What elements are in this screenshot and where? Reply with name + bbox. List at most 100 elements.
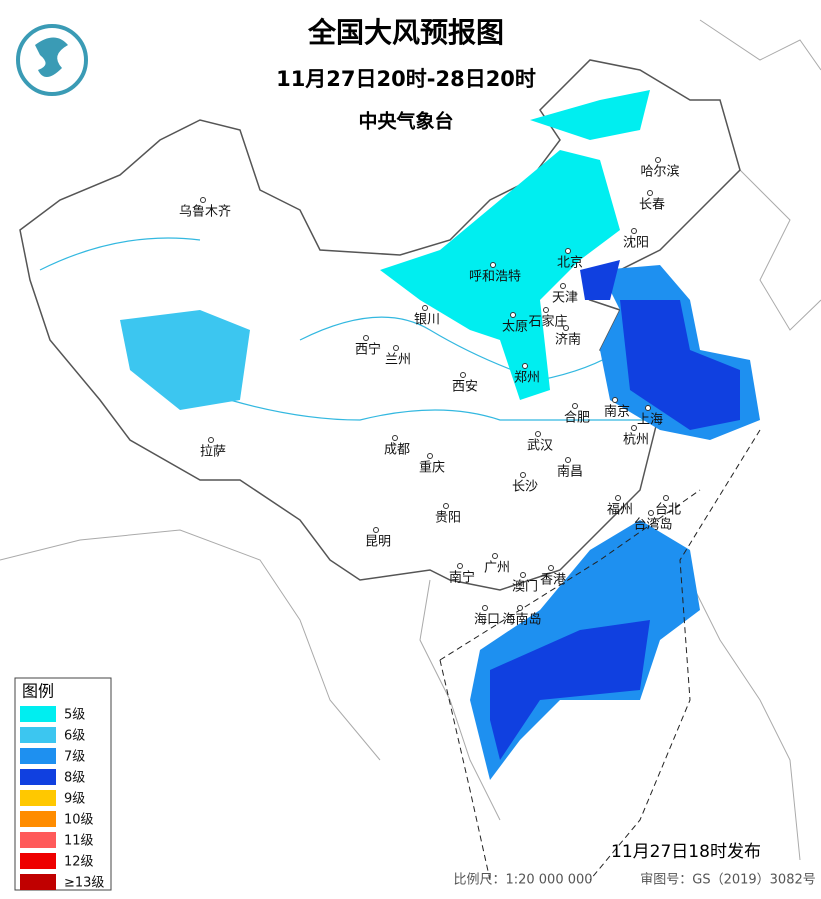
logo-mark (35, 37, 68, 78)
city-label: 南京 (604, 404, 630, 420)
city-label: 贵阳 (435, 511, 461, 526)
city-label: 天津 (552, 291, 578, 306)
city-dot (612, 397, 618, 403)
city-dot (373, 527, 379, 533)
city-dot (393, 345, 399, 351)
legend-label: 7级 (64, 750, 85, 765)
city-dot (460, 372, 466, 378)
city-dot (392, 435, 398, 441)
wind-area (380, 150, 620, 400)
wind-area (530, 90, 650, 140)
neighbour-borders (0, 19, 821, 861)
city-dot (363, 335, 369, 341)
forecast-period: 11月27日20时-28日20时 (276, 67, 536, 91)
scale: 比例尺：1:20 000 000 (453, 873, 592, 888)
legend-title: 图例 (22, 682, 54, 701)
city-label: 拉萨 (200, 445, 226, 460)
legend: 图例 5级 6级 7级 8级 9级 10级 11级 12级 ≥13级 (14, 677, 112, 891)
city-label: 兰州 (385, 353, 411, 368)
city-label: 呼和浩特 (469, 270, 521, 285)
legend-swatch (20, 706, 56, 722)
city-label: 成都 (384, 443, 410, 458)
city-label: 石家庄 (528, 314, 567, 330)
city-label: 西安 (452, 380, 478, 395)
city-dot (492, 553, 498, 559)
city-dot (200, 197, 206, 203)
legend-label: 8级 (64, 771, 85, 786)
legend-swatch (20, 790, 56, 806)
city-dot (565, 457, 571, 463)
city-label: 合肥 (564, 411, 590, 426)
sea-boundaries (439, 429, 761, 881)
legend-swatch (20, 853, 56, 869)
map-title: 全国大风预报图 (307, 16, 504, 49)
city-label: 重庆 (419, 460, 445, 476)
city-label: 杭州 (623, 433, 649, 448)
city-label: 海南岛 (502, 612, 541, 628)
city-dot (482, 605, 488, 611)
legend-label: 9级 (64, 792, 85, 807)
city-dot (422, 305, 428, 311)
city-label: 长春 (639, 198, 665, 213)
city-label: 武汉 (527, 439, 553, 454)
city-dot (517, 605, 523, 611)
city-dot (615, 495, 621, 501)
city-dot (548, 565, 554, 571)
city-dot (655, 157, 661, 163)
issue-time: 11月27日18时发布 (611, 842, 761, 862)
wind-areas (120, 90, 760, 780)
city-label: 西宁 (355, 342, 381, 358)
city-dot (563, 325, 569, 331)
city-label: 北京 (557, 256, 583, 271)
city-label: 香港 (540, 573, 566, 588)
city-dot (520, 572, 526, 578)
city-label: 台湾岛 (633, 517, 672, 533)
city-label: 上海 (637, 413, 663, 428)
city-dot (572, 403, 578, 409)
city-label: 太原 (502, 320, 528, 335)
legend-swatch (20, 769, 56, 785)
city-dot (648, 510, 654, 516)
issuer: 中央气象台 (358, 110, 453, 133)
city-dot (510, 312, 516, 318)
city-label: 福州 (607, 503, 633, 518)
map-number: 审图号：GS（2019）3082号 (640, 873, 816, 888)
wind-area (490, 620, 650, 760)
city-label: 济南 (555, 332, 581, 348)
city-label: 昆明 (365, 535, 391, 550)
city-dot (565, 248, 571, 254)
city-dot (490, 262, 496, 268)
city-dot (543, 307, 549, 313)
legend-label: 6级 (64, 729, 85, 744)
legend-swatch (20, 832, 56, 848)
city-dot (645, 405, 651, 411)
city-label: 郑州 (514, 371, 540, 386)
city-label: 哈尔滨 (640, 164, 679, 180)
city-dot (208, 437, 214, 443)
rivers (39, 237, 650, 421)
city-dot (522, 363, 528, 369)
legend-label: 10级 (64, 813, 94, 828)
city-label: 南宁 (449, 570, 475, 586)
city-dot (520, 472, 526, 478)
city-dot (631, 228, 637, 234)
city-dot (560, 283, 566, 289)
legend-label: 11级 (64, 834, 94, 849)
city-label: 银川 (414, 313, 440, 328)
wind-area (120, 310, 250, 410)
legend-swatch (20, 748, 56, 764)
city-dot (457, 563, 463, 569)
city-label: 南昌 (557, 464, 583, 480)
city-label: 广州 (484, 561, 510, 576)
legend-swatch (20, 727, 56, 743)
wind-area (580, 260, 620, 300)
city-dot (631, 425, 637, 431)
legend-swatch (20, 874, 56, 890)
city-label: 海口 (474, 613, 500, 628)
city-dot (535, 431, 541, 437)
city-label: 沈阳 (623, 236, 649, 251)
city-dot (647, 190, 653, 196)
legend-label: ≥13级 (64, 876, 104, 891)
